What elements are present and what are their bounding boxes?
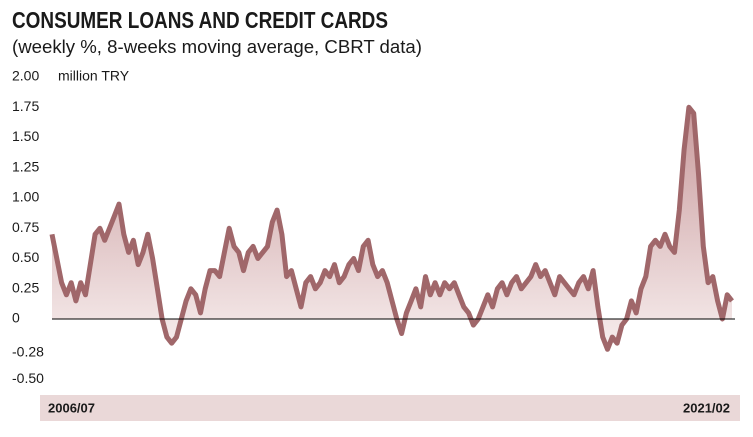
x-tick-label: 2006/07 <box>48 400 95 415</box>
y-tick-label: -0.28 <box>12 344 44 360</box>
y-tick-label: 1.00 <box>12 189 39 205</box>
chart-subtitle: (weekly %, 8-weeks moving average, CBRT … <box>12 37 422 57</box>
y-tick-label: 0.50 <box>12 249 39 265</box>
chart-title: CONSUMER LOANS AND CREDIT CARDS <box>12 7 388 33</box>
y-tick-label: 1.25 <box>12 158 39 174</box>
x-tick-label: 2021/02 <box>683 400 730 415</box>
x-axis-band <box>40 395 740 421</box>
y-tick-label: 0.75 <box>12 219 39 235</box>
y-tick-label: 1.75 <box>12 98 39 114</box>
line <box>49 104 734 352</box>
y-tick-label: 0.25 <box>12 279 39 295</box>
y-tick-label: -0.50 <box>12 370 44 386</box>
y-axis-label: million TRY <box>58 68 130 84</box>
y-tick-label: 2.00 <box>12 68 39 84</box>
area <box>52 107 732 350</box>
y-tick-label: 0 <box>12 310 20 326</box>
y-tick-label: 1.50 <box>12 128 39 144</box>
